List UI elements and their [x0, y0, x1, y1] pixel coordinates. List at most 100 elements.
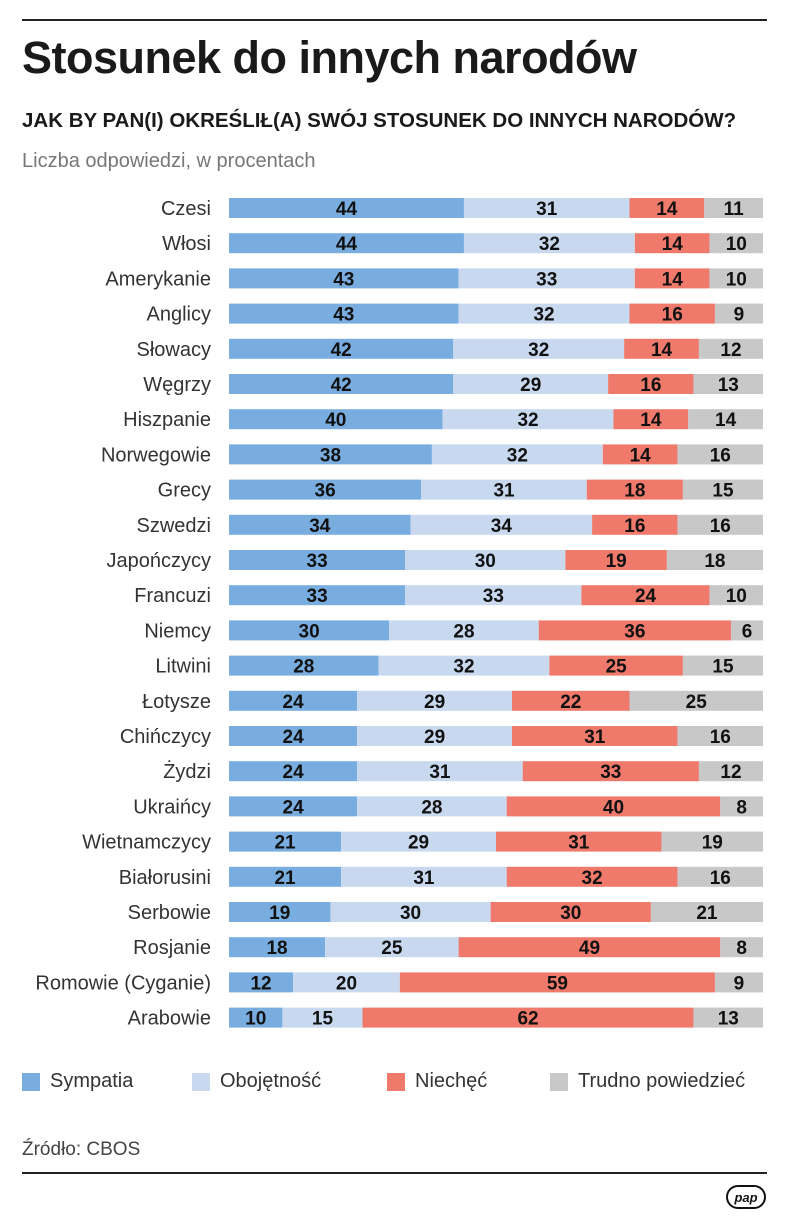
bar-sympatia: [229, 690, 358, 711]
value-label-niechec: 59: [547, 973, 568, 994]
bar-niechec: [522, 761, 699, 782]
bottom-rule: [22, 1172, 767, 1174]
bar-sympatia: [229, 338, 454, 359]
legend-item-niechec: Niechęć: [387, 1070, 487, 1093]
bar-trudno: [677, 866, 763, 887]
value-label-trudno: 9: [734, 305, 745, 326]
value-label-sympatia: 43: [333, 269, 354, 290]
value-label-sympatia: 33: [307, 586, 328, 607]
legend-swatch-niechec: [387, 1072, 405, 1091]
bar-trudno: [688, 409, 763, 430]
pap-logo: pap: [726, 1185, 766, 1209]
value-label-trudno: 8: [736, 797, 747, 818]
bar-obojetnosc: [357, 761, 523, 782]
value-label-sympatia: 30: [299, 621, 320, 642]
value-label-trudno: 16: [710, 727, 731, 748]
bar-trudno: [650, 902, 763, 922]
value-label-sympatia: 24: [283, 762, 305, 783]
bar-sympatia: [229, 972, 294, 993]
bar-trudno: [704, 198, 763, 218]
value-label-trudno: 18: [704, 551, 725, 572]
bar-sympatia: [229, 620, 390, 641]
bar-niechec: [512, 690, 630, 711]
value-label-niechec: 14: [630, 445, 652, 466]
bar-trudno: [709, 268, 763, 289]
value-label-niechec: 16: [624, 516, 645, 537]
value-label-niechec: 40: [603, 797, 624, 818]
value-label-sympatia: 24: [283, 797, 305, 818]
value-label-niechec: 19: [606, 551, 627, 572]
value-label-niechec: 24: [635, 586, 657, 607]
value-label-obojetnosc: 32: [528, 340, 549, 361]
bar-trudno: [677, 726, 763, 746]
bar-niechec: [602, 444, 678, 465]
value-label-sympatia: 40: [325, 410, 346, 431]
bar-sympatia: [229, 585, 406, 606]
chart-title: Stosunek do innych narodów: [22, 32, 637, 83]
value-label-niechec: 31: [584, 727, 606, 748]
bar-niechec: [512, 726, 678, 746]
value-label-trudno: 14: [715, 410, 737, 431]
value-label-niechec: 18: [624, 481, 645, 502]
value-label-trudno: 25: [686, 692, 708, 713]
bar-sympatia: [229, 1007, 283, 1028]
category-label: Grecy: [158, 480, 211, 502]
value-label-obojetnosc: 20: [336, 973, 357, 994]
bar-niechec: [608, 374, 694, 394]
legend-item-trudno: Trudno powiedzieć: [550, 1070, 745, 1093]
value-label-trudno: 8: [736, 938, 747, 959]
bar-niechec: [629, 198, 705, 218]
bar-obojetnosc: [330, 902, 491, 922]
bar-sympatia: [229, 444, 432, 465]
category-label: Wietnamczycy: [82, 832, 211, 854]
top-rule: [22, 19, 767, 21]
category-label: Węgrzy: [143, 374, 211, 396]
value-label-sympatia: 38: [320, 445, 341, 466]
bar-niechec: [592, 514, 678, 535]
value-label-sympatia: 28: [293, 657, 314, 678]
bar-sympatia: [229, 937, 326, 958]
bar-obojetnosc: [442, 409, 614, 430]
bar-obojetnosc: [453, 338, 625, 359]
value-label-trudno: 13: [718, 375, 739, 396]
value-label-sympatia: 43: [333, 305, 354, 326]
value-label-niechec: 33: [600, 762, 621, 783]
bar-obojetnosc: [341, 831, 496, 852]
value-label-sympatia: 24: [283, 692, 305, 713]
value-label-niechec: 49: [579, 938, 600, 959]
value-label-sympatia: 36: [315, 481, 336, 502]
bar-obojetnosc: [341, 866, 507, 887]
bar-trudno: [677, 514, 763, 535]
bar-sympatia: [229, 514, 411, 535]
category-label: Niemcy: [144, 620, 211, 642]
bar-niechec: [549, 655, 683, 676]
bar-trudno: [730, 620, 763, 641]
value-label-obojetnosc: 29: [408, 833, 429, 854]
bar-sympatia: [229, 268, 459, 289]
bar-obojetnosc: [389, 620, 539, 641]
value-label-obojetnosc: 31: [493, 481, 515, 502]
value-label-trudno: 16: [710, 868, 731, 889]
legend-label-obojetnosc: Obojętność: [220, 1070, 322, 1092]
value-label-sympatia: 21: [274, 868, 296, 889]
bar-obojetnosc: [410, 514, 593, 535]
category-label: Anglicy: [147, 304, 211, 326]
value-label-niechec: 14: [662, 234, 684, 255]
value-label-trudno: 10: [726, 269, 747, 290]
bar-niechec: [586, 479, 683, 500]
value-label-niechec: 14: [662, 269, 684, 290]
value-label-obojetnosc: 32: [539, 234, 560, 255]
bar-niechec: [399, 972, 715, 993]
legend-item-obojetnosc: Obojętność: [192, 1070, 321, 1093]
bar-niechec: [565, 550, 667, 570]
legend-label-trudno: Trudno powiedzieć: [578, 1070, 746, 1092]
value-label-sympatia: 19: [269, 903, 290, 924]
bar-obojetnosc: [458, 268, 635, 289]
value-label-sympatia: 42: [331, 340, 352, 361]
value-label-niechec: 16: [640, 375, 661, 396]
value-label-trudno: 19: [702, 833, 723, 854]
legend-label-sympatia: Sympatia: [50, 1070, 134, 1092]
value-label-obojetnosc: 28: [453, 621, 474, 642]
value-label-niechec: 16: [662, 305, 683, 326]
value-label-obojetnosc: 32: [507, 445, 528, 466]
